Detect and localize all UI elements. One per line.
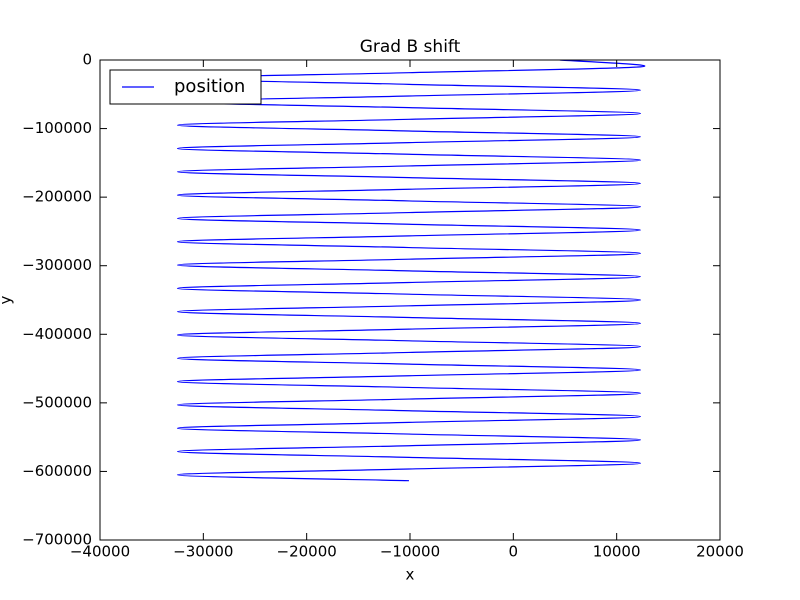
chart-title: Grad B shift — [360, 37, 461, 57]
legend-label: position — [174, 76, 245, 97]
y-tick-label: −700000 — [22, 531, 92, 549]
y-tick-label: −200000 — [22, 188, 92, 206]
x-tick-label: 10000 — [593, 543, 641, 561]
y-tick-label: −100000 — [22, 119, 92, 137]
y-tick-label: −600000 — [22, 462, 92, 480]
plot-frame — [99, 59, 721, 541]
y-tick-label: −400000 — [22, 325, 92, 343]
x-tick-label: −40000 — [70, 543, 130, 561]
x-tick-label: 20000 — [696, 543, 744, 561]
x-axis-label: x — [406, 566, 415, 584]
y-tick-label: −500000 — [22, 393, 92, 411]
x-tick-label: −20000 — [277, 543, 337, 561]
x-tick-label: −30000 — [173, 543, 233, 561]
y-tick-label: −300000 — [22, 256, 92, 274]
y-tick-label: 0 — [82, 51, 92, 69]
x-tick-label: 0 — [509, 543, 519, 561]
y-axis-label: y — [0, 295, 15, 304]
data-line — [176, 60, 645, 482]
x-tick-label: −10000 — [380, 543, 440, 561]
